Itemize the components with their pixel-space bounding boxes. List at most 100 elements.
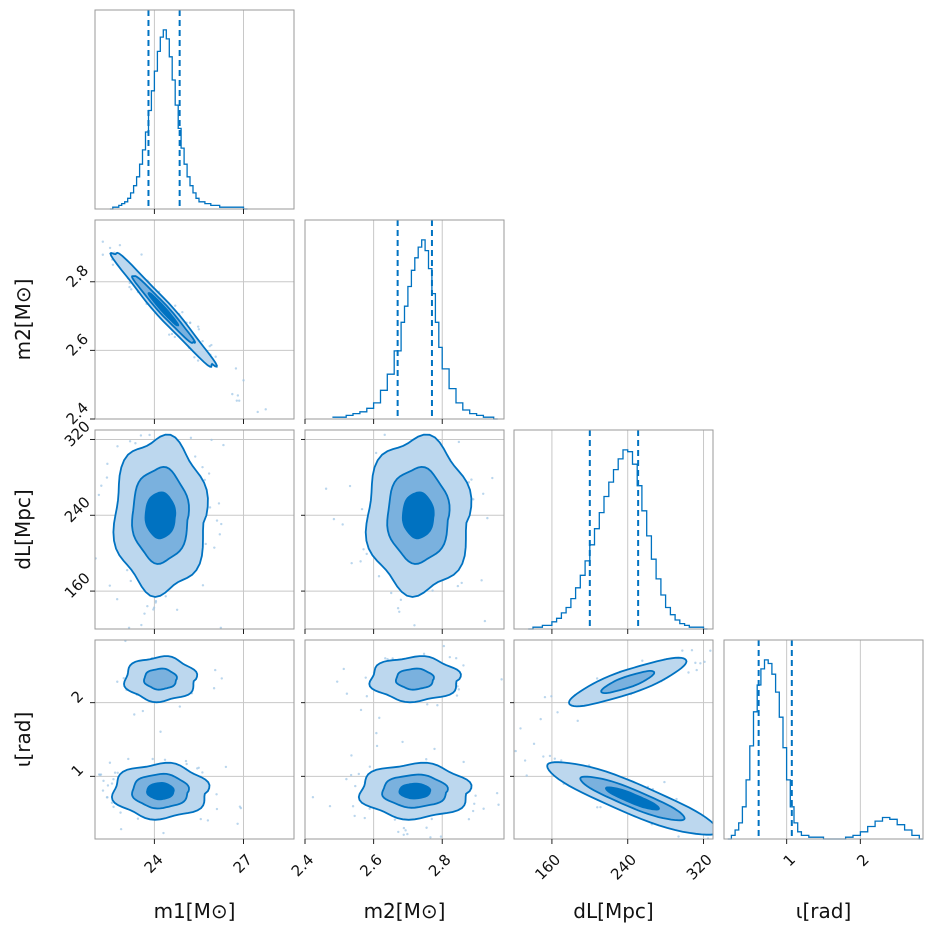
sample-point	[514, 749, 517, 753]
sample-point	[101, 789, 105, 792]
sample-point	[170, 332, 174, 336]
sample-point	[197, 766, 200, 769]
sample-point	[375, 731, 378, 735]
sample-point	[394, 404, 396, 406]
sample-point	[311, 796, 315, 799]
sample-point	[349, 421, 351, 423]
sample-point	[735, 824, 737, 826]
sample-point	[539, 524, 541, 526]
sample-point	[641, 659, 644, 662]
sample-point	[350, 754, 353, 757]
sample-point	[140, 371, 142, 373]
sample-point	[505, 662, 507, 664]
sample-point	[110, 801, 114, 804]
sample-point	[87, 441, 89, 443]
sample-point	[215, 519, 219, 522]
sample-point	[98, 773, 102, 777]
sample-point	[345, 777, 348, 781]
sample-point	[486, 516, 489, 520]
sample-point	[719, 827, 721, 829]
sample-point	[164, 595, 167, 598]
contour-layer	[101, 240, 267, 414]
sample-point	[128, 285, 131, 289]
sample-point	[694, 661, 697, 665]
sample-point	[224, 765, 228, 769]
sample-point	[194, 455, 197, 458]
sample-point	[115, 598, 119, 601]
sample-point	[378, 716, 381, 720]
sample-point	[595, 677, 599, 680]
sample-point	[383, 433, 386, 437]
sample-point	[131, 409, 133, 411]
sample-point	[368, 765, 372, 768]
sample-point	[234, 367, 238, 370]
y-tick-label-dL: 160	[61, 569, 94, 602]
contour-level-3	[144, 491, 177, 540]
sample-point	[532, 742, 536, 746]
sample-point	[81, 555, 83, 557]
sample-point	[113, 771, 117, 774]
sample-point	[345, 692, 349, 695]
sample-point	[136, 817, 140, 820]
sample-point	[341, 523, 344, 526]
sample-point	[168, 333, 171, 336]
sample-point	[391, 657, 394, 660]
x-tick-label-m2: 2.4	[288, 851, 318, 881]
x-tick-label-m2: 2.6	[356, 851, 386, 881]
sample-point	[539, 717, 542, 721]
sample-point	[208, 344, 211, 348]
sample-point	[439, 835, 443, 838]
sample-point	[388, 397, 390, 399]
sample-point	[151, 757, 154, 761]
contour-secondary-level-2	[395, 667, 435, 691]
sample-point	[148, 433, 151, 437]
sample-point	[553, 757, 557, 760]
sample-point	[448, 655, 452, 659]
sample-point	[342, 667, 345, 671]
sample-point	[235, 399, 239, 402]
sample-point	[182, 654, 184, 656]
y-tick-label-m2: 2.6	[63, 330, 93, 360]
sample-point	[231, 392, 234, 396]
sample-point	[212, 687, 216, 690]
contour-secondary-level-2	[143, 667, 178, 691]
sample-point	[714, 650, 716, 652]
sample-point	[457, 688, 461, 691]
sample-point	[236, 394, 240, 397]
sample-point	[480, 579, 483, 582]
sample-point	[108, 246, 112, 250]
sample-point	[90, 446, 92, 448]
sample-point	[393, 818, 397, 821]
contour-m1-dL	[81, 371, 225, 656]
histogram-dL	[528, 430, 708, 630]
sample-point	[377, 575, 381, 578]
contour-dL-iota	[496, 649, 737, 851]
sample-point	[471, 809, 475, 813]
y-tick-label-dL: 240	[61, 493, 94, 526]
sample-point	[457, 440, 461, 444]
sample-point	[422, 652, 426, 656]
sample-point	[719, 830, 721, 832]
panel-m2-m2	[373, 220, 443, 419]
sample-point	[368, 807, 371, 810]
histogram-iota	[727, 640, 924, 840]
sample-point	[522, 780, 524, 782]
sample-point	[496, 732, 498, 734]
sample-point	[139, 434, 143, 437]
sample-point	[105, 476, 109, 479]
sample-point	[462, 664, 465, 667]
sample-point	[154, 601, 157, 604]
sample-point	[596, 806, 599, 809]
x-tick-label-m2: 2.8	[425, 851, 455, 881]
x-tick-label-dL: 320	[683, 851, 716, 884]
sample-point	[143, 612, 146, 615]
sample-point	[406, 400, 408, 402]
sample-point	[106, 784, 110, 787]
sample-point	[78, 790, 80, 792]
sample-point	[181, 310, 184, 314]
sample-point	[215, 807, 219, 811]
sample-point	[389, 420, 391, 422]
sample-point	[730, 849, 732, 851]
sample-point	[364, 676, 367, 679]
sample-point	[173, 335, 177, 339]
